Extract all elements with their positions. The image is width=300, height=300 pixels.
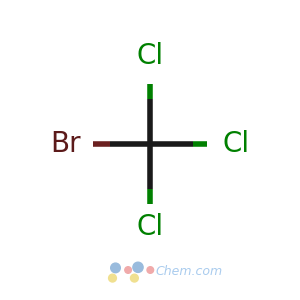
Circle shape [125, 267, 131, 273]
Text: Chem.com: Chem.com [155, 265, 223, 278]
Circle shape [111, 263, 120, 273]
Circle shape [133, 262, 143, 272]
Text: Cl: Cl [222, 130, 249, 158]
Text: Cl: Cl [136, 213, 164, 241]
Circle shape [130, 274, 138, 282]
Circle shape [147, 267, 154, 273]
Circle shape [109, 274, 116, 282]
Text: Br: Br [50, 130, 81, 158]
Text: Cl: Cl [136, 43, 164, 70]
